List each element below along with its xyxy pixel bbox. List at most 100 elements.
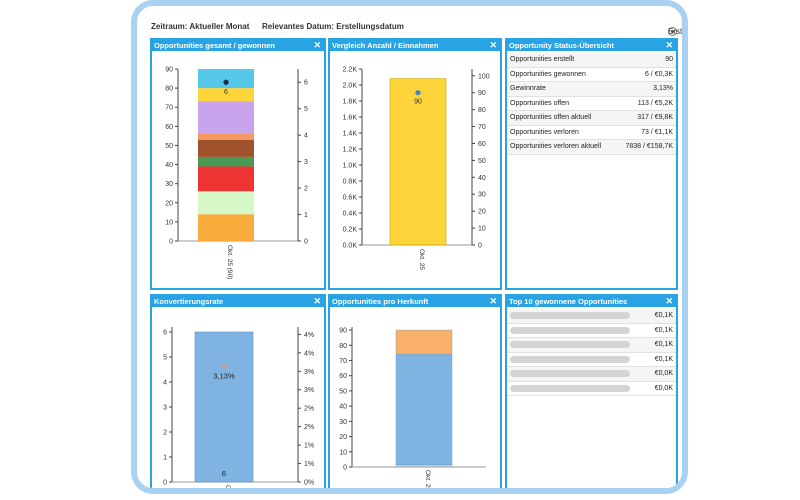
y-tick-label-left: 1.0K — [343, 163, 358, 170]
y-tick-label-right: 30 — [478, 192, 486, 199]
y-tick-label-left: 0.0K — [343, 243, 358, 250]
panel-header[interactable]: Konvertierungsrate ✕ — [152, 296, 324, 307]
y-tick-label-left: 1.8K — [343, 99, 358, 106]
y-tick-label-right: 0% — [304, 480, 314, 487]
top10-value: €0,1K — [654, 312, 673, 319]
top10-row[interactable]: €0,0K — [507, 382, 676, 396]
status-row: Opportunities offen aktuell 317 / €9,8K — [507, 111, 676, 126]
panel-header[interactable]: Opportunity Status-Übersicht ✕ — [507, 40, 676, 51]
other-date-radio[interactable] — [682, 27, 688, 36]
close-icon[interactable]: ✕ — [313, 40, 321, 50]
panel-top10-won: Top 10 gewonnene Opportunities ✕ €0,1K €0… — [505, 294, 678, 488]
top10-row[interactable]: €0,1K — [507, 309, 676, 324]
status-label: Opportunities erstellt — [510, 56, 575, 63]
top10-value: €0,1K — [654, 355, 673, 363]
panel-count-vs-revenue: Vergleich Anzahl / Einnahmen ✕ 0.0K 0.2K 0… — [328, 38, 502, 290]
y-tick-label-right: 4 — [304, 133, 308, 140]
close-icon[interactable]: ✕ — [313, 296, 321, 306]
y-tick-label-right: 0 — [478, 243, 482, 250]
y-tick-label-right: 2% — [304, 424, 314, 431]
chart-opportunities-total-won: 0 10 20 30 40 50 60 70 80 90 0 1 2 3 4 5 6 6 Okt. 25 (90) — [165, 67, 308, 280]
y-tick-label-left: 20 — [165, 200, 173, 207]
data-point — [415, 90, 421, 96]
status-value: 73 / €1,1K — [641, 128, 673, 136]
y-tick-label-left: 20 — [339, 434, 347, 441]
filter-bar: Zeitraum: Aktueller Monat Relevantes Dat… — [147, 16, 682, 40]
top10-row[interactable]: €0,1K — [507, 353, 676, 367]
status-value: 317 / €9,8K — [637, 114, 673, 121]
y-tick-label-right: 5 — [304, 106, 308, 113]
y-tick-label-left: 90 — [339, 328, 347, 335]
creation-date-radio-label: Erstellungsdatum — [668, 27, 688, 36]
y-tick-label-left: 1 — [163, 455, 167, 462]
panel-title: Vergleich Anzahl / Einnahmen — [332, 41, 439, 50]
status-value: 6 / €0,3K — [644, 70, 673, 78]
y-tick-label-right: 1% — [304, 461, 314, 468]
panel-title: Konvertierungsrate — [154, 297, 224, 306]
close-icon[interactable]: ✕ — [489, 296, 497, 306]
panel-header[interactable]: Vergleich Anzahl / Einnahmen ✕ — [330, 40, 500, 51]
top10-value: €0,0K — [654, 384, 673, 392]
status-row: Gewinnrate 3,13% — [507, 82, 676, 97]
top10-table: €0,1K €0,1K €0,1K €0,1K €0,0K €0,0K — [507, 309, 676, 396]
data-label: 3,13% — [213, 371, 235, 380]
close-icon[interactable]: ✕ — [489, 40, 497, 50]
y-tick-label-left: 1.4K — [343, 131, 358, 138]
y-tick-label-left: 50 — [339, 388, 347, 395]
y-tick-label-left: 2 — [163, 430, 167, 437]
y-tick-label-left: 30 — [165, 181, 173, 188]
status-row: Opportunities verloren aktuell 7838 / €15… — [507, 140, 676, 155]
panel-title: Opportunities pro Herkunft — [332, 297, 429, 306]
panel-title: Top 10 gewonnene Opportunities — [509, 297, 628, 306]
panel-header[interactable]: Opportunities pro Herkunft ✕ — [330, 296, 500, 307]
stacked-bar-segment — [198, 166, 254, 192]
top10-value: €0,1K — [654, 326, 673, 334]
redacted-name — [510, 312, 630, 319]
panel-header[interactable]: Opportunities gesamt / gewonnen ✕ — [152, 40, 324, 51]
y-tick-label-left: 4 — [163, 380, 167, 387]
y-tick-label-left: 70 — [339, 358, 347, 365]
panel-opportunities-by-source: Opportunities pro Herkunft ✕ 0 10 20 30 40 50… — [328, 294, 502, 488]
close-icon[interactable]: ✕ — [665, 40, 673, 50]
data-label: 6 — [224, 89, 228, 96]
status-label: Opportunities verloren — [510, 128, 579, 136]
chart-count-vs-revenue: 0.0K 0.2K 0.4K 0.6K 0.8K 1.0K 1.2K 1.4K 1.6K 1.8K… — [343, 67, 490, 271]
y-tick-label-right: 4% — [304, 332, 314, 339]
creation-date-radio[interactable] — [668, 27, 677, 36]
panel-header[interactable]: Top 10 gewonnene Opportunities ✕ — [507, 296, 676, 307]
status-value: 90 — [665, 56, 673, 63]
y-tick-label-left: 60 — [165, 124, 173, 131]
y-tick-label-left: 30 — [339, 419, 347, 426]
y-tick-label-left: 60 — [339, 373, 347, 380]
close-icon[interactable]: ✕ — [665, 296, 673, 306]
x-tick-label: Okt. 25 — [424, 470, 431, 488]
y-tick-label-left: 1.2K — [343, 147, 358, 154]
y-tick-label-left: 90 — [165, 67, 173, 74]
y-tick-label-left: 5 — [163, 355, 167, 362]
y-tick-label-right: 3 — [304, 159, 308, 166]
y-tick-label-right: 0 — [304, 239, 308, 246]
x-tick-label: Okt. 25 — [418, 249, 425, 270]
y-tick-label-left: 80 — [339, 343, 347, 350]
status-row: Opportunities erstellt 90 — [507, 53, 676, 68]
y-tick-label-left: 0 — [169, 239, 173, 246]
relevant-date-label: Relevantes Datum: Erstellungsdatum — [262, 22, 404, 31]
status-value: 113 / €5,2K — [637, 99, 673, 107]
top10-row[interactable]: €0,1K — [507, 338, 676, 353]
y-tick-label-right: 2 — [304, 186, 308, 193]
top10-row[interactable]: €0,1K — [507, 324, 676, 338]
top10-value: €0,0K — [654, 370, 673, 377]
y-tick-label-right: 1 — [304, 212, 308, 219]
redacted-name — [510, 384, 630, 392]
y-tick-label-left: 0.2K — [343, 227, 358, 234]
bar-value-label: 6 — [222, 469, 226, 478]
y-tick-label-left: 80 — [165, 86, 173, 93]
top10-row[interactable]: €0,0K — [507, 367, 676, 382]
redacted-name — [510, 326, 630, 334]
y-tick-label-left: 6 — [163, 330, 167, 337]
y-tick-label-right: 3% — [304, 387, 314, 394]
y-tick-label-right: 80 — [478, 107, 486, 114]
panel-title: Opportunity Status-Übersicht — [509, 41, 615, 50]
y-tick-label-right: 20 — [478, 209, 486, 216]
y-tick-label-right: 2% — [304, 406, 314, 413]
